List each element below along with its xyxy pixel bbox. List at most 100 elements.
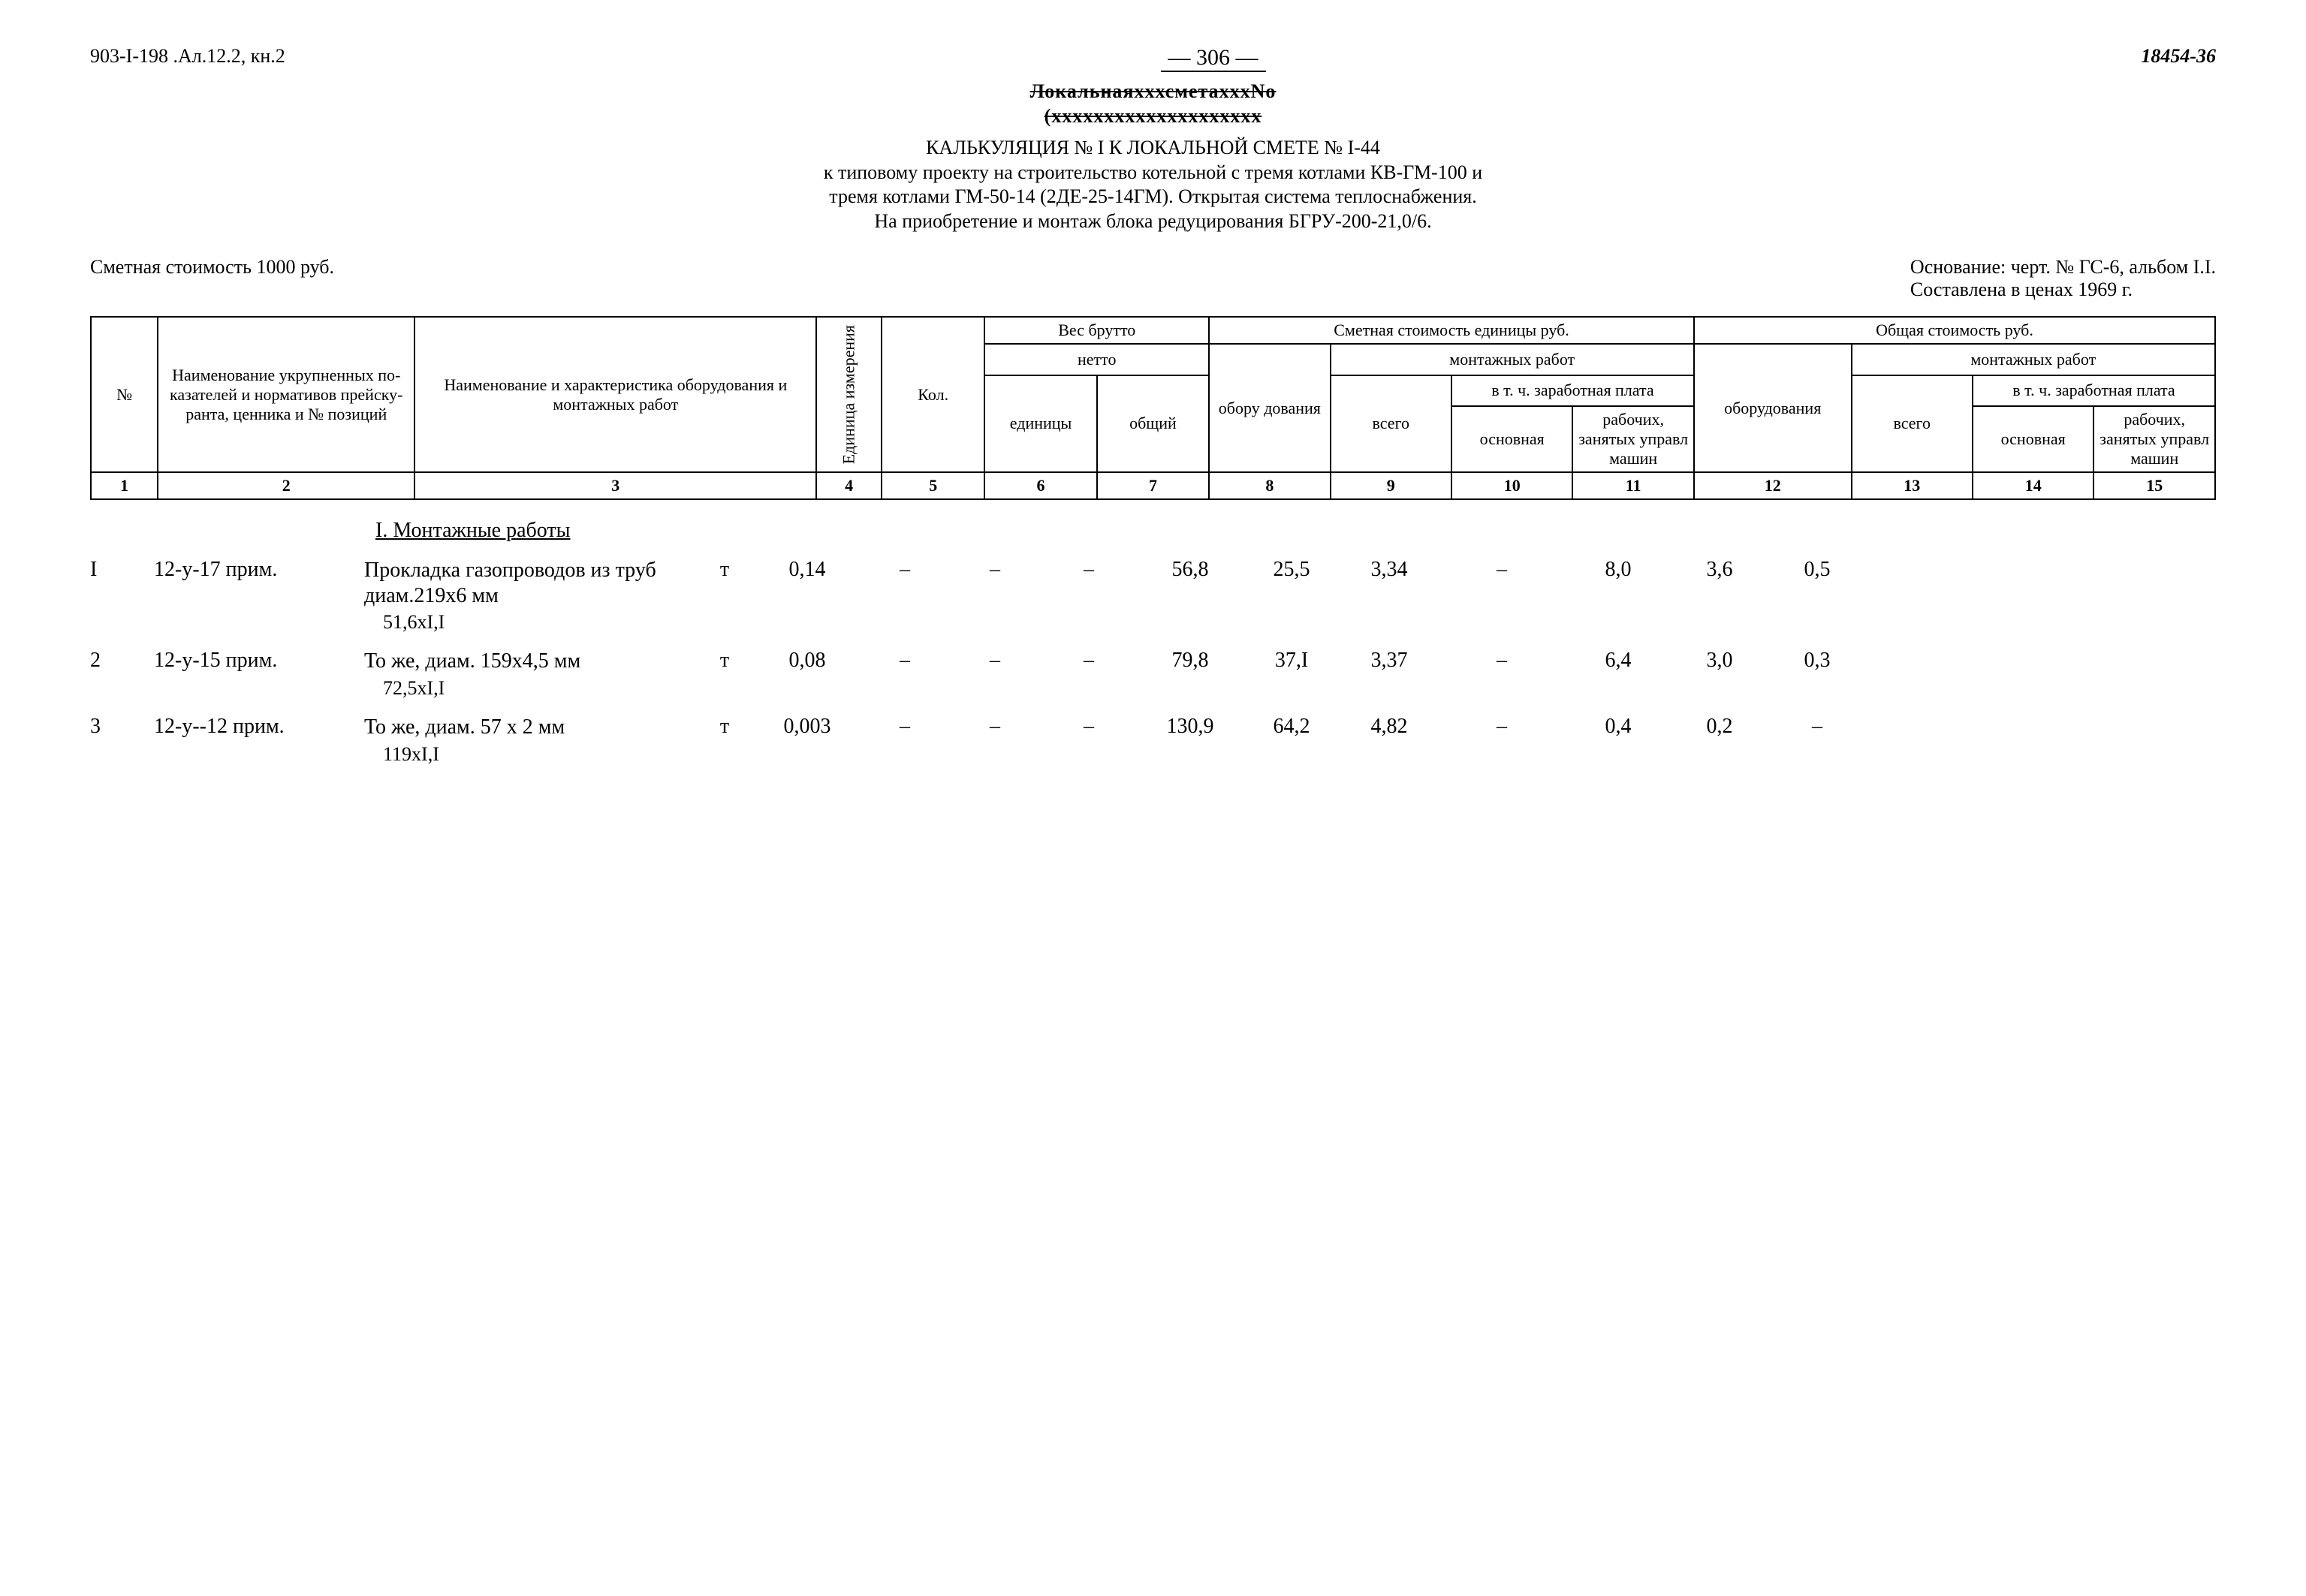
row-v15: 0,5	[1768, 558, 1866, 582]
col-equip-total: обо­рудования	[1694, 344, 1852, 472]
col-weight-sub: нетто	[984, 344, 1209, 375]
row-v15: –	[1768, 715, 1866, 739]
num-8: 8	[1209, 472, 1330, 499]
row-v6: –	[860, 558, 950, 582]
table-row: I12-у-17 прим.Прокладка газо­проводов из…	[90, 558, 2216, 608]
row-code: 12-у--12 прим.	[154, 715, 364, 739]
row-v8: –	[1040, 715, 1138, 739]
col-main-wage-t: основная	[1973, 406, 2093, 472]
row-v9: 79,8	[1138, 649, 1243, 673]
row-num: 3	[90, 715, 154, 739]
col-qty: Кол.	[882, 317, 984, 472]
num-10: 10	[1451, 472, 1572, 499]
table-row: 212-у-15 прим.То же, диам. 159х4,5 ммт0,…	[90, 649, 2216, 674]
row-desc: Прокладка газо­проводов из труб диам.219…	[364, 558, 695, 608]
num-15: 15	[2093, 472, 2215, 499]
row-v7: –	[950, 649, 1040, 673]
col-main-wage: основная	[1451, 406, 1572, 472]
num-13: 13	[1852, 472, 1973, 499]
col-mach-wage-t: рабочих, занятых управл машин	[2093, 406, 2215, 472]
row-v11: 4,82	[1340, 715, 1438, 739]
col-unit-cost: Сметная стоимость единицы руб.	[1209, 317, 1694, 344]
col-total-weight: общий	[1097, 375, 1209, 473]
num-7: 7	[1097, 472, 1209, 499]
row-v12: –	[1438, 649, 1566, 673]
col-equip: обору дования	[1209, 344, 1330, 472]
row-v14: 0,2	[1671, 715, 1768, 739]
col-indicator: Наименова­ние укруп­ненных по­казателей …	[158, 317, 414, 472]
row-desc: То же, диам. 159х4,5 мм	[364, 649, 695, 674]
row-v12: –	[1438, 558, 1566, 582]
section-title: I. Монтажные работы	[375, 519, 2216, 543]
col-mont-unit: монтажных работ	[1331, 344, 1694, 375]
num-4: 4	[816, 472, 882, 499]
row-v15: 0,3	[1768, 649, 1866, 673]
row-qty: 0,003	[755, 715, 860, 739]
row-v9: 130,9	[1138, 715, 1243, 739]
row-v13: 0,4	[1566, 715, 1671, 739]
row-v14: 3,6	[1671, 558, 1768, 582]
estimated-cost: Сметная стоимость 1000 руб.	[90, 256, 334, 301]
col-num: №	[91, 317, 158, 472]
col-mont-all: всего	[1331, 375, 1451, 473]
page-number: — 306 —	[1161, 45, 1266, 72]
row-v13: 6,4	[1566, 649, 1671, 673]
col-mont-total: монтажных работ	[1852, 344, 2215, 375]
col-wage-unit: в т. ч. заработная плата	[1451, 375, 1694, 407]
header-table: № Наименова­ние укруп­ненных по­казателе…	[90, 316, 2216, 500]
num-12: 12	[1694, 472, 1852, 499]
row-num: 2	[90, 649, 154, 673]
col-total-cost: Общая стоимость руб.	[1694, 317, 2215, 344]
row-unit: т	[695, 715, 755, 739]
col-description: Наименование и характеристика оборудован…	[414, 317, 816, 472]
row-v8: –	[1040, 649, 1138, 673]
row-v12: –	[1438, 715, 1566, 739]
row-v14: 3,0	[1671, 649, 1768, 673]
row-v8: –	[1040, 558, 1138, 582]
calc-title: КАЛЬКУЛЯЦИЯ № I К ЛОКАЛЬНОЙ СМЕТЕ № I-44	[90, 136, 2216, 161]
num-2: 2	[158, 472, 414, 499]
row-code: 12-у-15 прим.	[154, 649, 364, 673]
row-v11: 3,34	[1340, 558, 1438, 582]
row-note: 51,6хI,I	[383, 611, 2216, 634]
row-desc: То же, диам. 57 х 2 мм	[364, 715, 695, 740]
num-3: 3	[414, 472, 816, 499]
num-14: 14	[1973, 472, 2093, 499]
row-v13: 8,0	[1566, 558, 1671, 582]
col-unit-weight: единицы	[984, 375, 1096, 473]
col-unit: Единица измерения	[816, 317, 882, 472]
doc-code-right: 18454-36	[2141, 45, 2216, 68]
row-v6: –	[860, 715, 950, 739]
num-11: 11	[1572, 472, 1693, 499]
row-v10: 25,5	[1243, 558, 1340, 582]
struck-title-1: ЛокальнаяхххсметахххNo	[90, 80, 2216, 104]
row-num: I	[90, 558, 154, 582]
basis-line-2: Составлена в ценах 1969 г.	[1910, 279, 2216, 301]
row-code: 12-у-17 прим.	[154, 558, 364, 582]
row-v11: 3,37	[1340, 649, 1438, 673]
row-v7: –	[950, 715, 1040, 739]
row-v6: –	[860, 649, 950, 673]
table-row: 312-у--12 прим.То же, диам. 57 х 2 ммт0,…	[90, 715, 2216, 740]
num-5: 5	[882, 472, 984, 499]
row-unit: т	[695, 649, 755, 673]
row-v10: 37,I	[1243, 649, 1340, 673]
desc-line-1: к типовому проекту на строительство коте…	[90, 161, 2216, 185]
col-mont-all-total: всего	[1852, 375, 1973, 473]
struck-title-2: (хххххххххххххххххххх	[90, 104, 2216, 129]
row-v7: –	[950, 558, 1040, 582]
num-1: 1	[91, 472, 158, 499]
row-v10: 64,2	[1243, 715, 1340, 739]
row-v9: 56,8	[1138, 558, 1243, 582]
desc-line-2: тремя котлами ГМ-50-14 (2ДЕ-25-14ГМ). От…	[90, 185, 2216, 209]
row-qty: 0,14	[755, 558, 860, 582]
num-6: 6	[984, 472, 1096, 499]
desc-line-3: На приобретение и монтаж блока редуциров…	[90, 209, 2216, 234]
row-qty: 0,08	[755, 649, 860, 673]
row-unit: т	[695, 558, 755, 582]
num-9: 9	[1331, 472, 1451, 499]
col-mach-wage: рабочих, занятых управл машин	[1572, 406, 1693, 472]
row-note: 119хI,I	[383, 743, 2216, 766]
doc-code-left: 903-I-198 .Ал.12.2, кн.2	[90, 45, 285, 68]
row-note: 72,5хI,I	[383, 677, 2216, 700]
